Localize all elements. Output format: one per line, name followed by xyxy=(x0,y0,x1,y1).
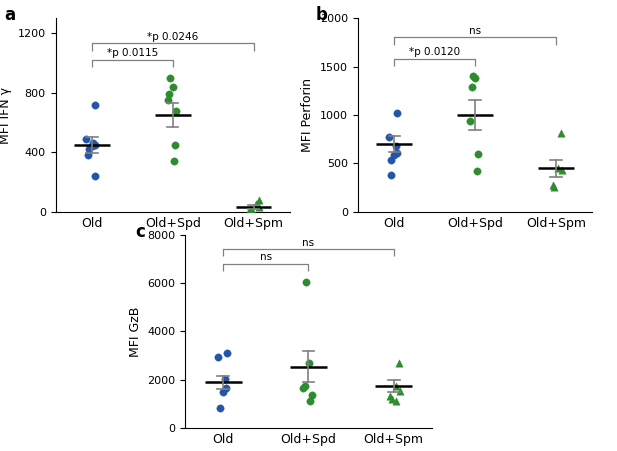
Point xyxy=(81,135,91,143)
Text: *p 0.0120: *p 0.0120 xyxy=(409,47,460,57)
Text: ns: ns xyxy=(469,26,481,36)
Point xyxy=(299,385,308,392)
Point xyxy=(391,143,400,150)
Point xyxy=(386,171,395,179)
Point xyxy=(300,382,310,390)
Point xyxy=(307,391,317,398)
Point xyxy=(305,397,315,404)
Point xyxy=(473,150,483,157)
Point xyxy=(386,156,396,163)
Y-axis label: MFI Perforin: MFI Perforin xyxy=(302,78,315,152)
Point xyxy=(222,385,231,392)
Point xyxy=(251,200,261,207)
Point xyxy=(164,91,174,98)
Point xyxy=(218,388,228,396)
Point xyxy=(87,143,97,150)
Point xyxy=(84,146,94,153)
Point xyxy=(170,141,180,148)
Text: *p 0.0115: *p 0.0115 xyxy=(107,48,158,58)
Text: ns: ns xyxy=(260,252,272,262)
Point xyxy=(471,74,481,82)
Point xyxy=(304,359,314,367)
Point xyxy=(553,165,563,172)
Point xyxy=(220,375,230,382)
Point xyxy=(392,149,402,156)
Point xyxy=(387,396,397,403)
Point xyxy=(168,83,178,90)
Point xyxy=(170,158,180,165)
Y-axis label: MFI IFN γ: MFI IFN γ xyxy=(0,87,12,143)
Point xyxy=(215,404,225,411)
Point xyxy=(90,173,100,180)
Point xyxy=(557,167,566,174)
Point xyxy=(254,203,264,210)
Point xyxy=(556,130,566,137)
Point xyxy=(247,207,257,214)
Text: *p 0.0246: *p 0.0246 xyxy=(147,32,199,42)
Text: b: b xyxy=(316,6,328,24)
Point xyxy=(254,197,263,204)
Point xyxy=(549,183,559,190)
Point xyxy=(466,83,476,91)
Text: c: c xyxy=(136,223,146,241)
Point xyxy=(468,73,478,80)
Y-axis label: MFI GzB: MFI GzB xyxy=(129,306,142,357)
Point xyxy=(163,97,173,104)
Point xyxy=(165,74,175,81)
Point xyxy=(90,101,100,108)
Text: ns: ns xyxy=(302,238,315,248)
Point xyxy=(213,353,223,360)
Point xyxy=(386,392,395,399)
Point xyxy=(246,205,255,212)
Point xyxy=(472,168,482,175)
Point xyxy=(395,387,405,395)
Point xyxy=(391,382,401,390)
Point xyxy=(301,278,311,285)
Point xyxy=(171,107,181,114)
Point xyxy=(392,110,402,117)
Point xyxy=(83,152,93,159)
Point xyxy=(88,139,98,146)
Point xyxy=(392,397,402,404)
Point xyxy=(548,181,558,189)
Point xyxy=(90,141,100,148)
Point xyxy=(465,117,475,124)
Text: a: a xyxy=(4,6,15,24)
Point xyxy=(384,133,394,141)
Point xyxy=(394,359,404,367)
Point xyxy=(389,151,399,158)
Point xyxy=(222,350,231,357)
